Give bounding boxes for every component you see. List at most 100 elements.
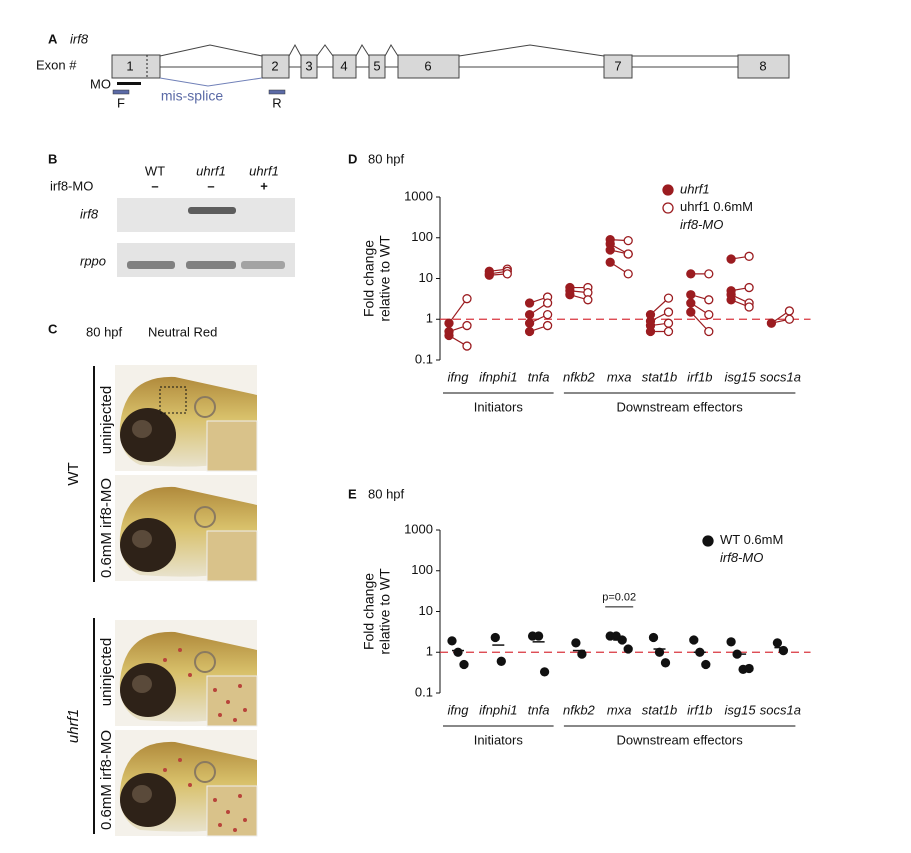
treatment: – bbox=[207, 178, 214, 193]
chart: E 80 hpf Fold change relative to WT 0.1 1 10 10… bbox=[348, 486, 811, 747]
lane-label: uhrf1 bbox=[249, 163, 279, 178]
exon-label: Exon # bbox=[36, 57, 77, 72]
data-point bbox=[542, 320, 553, 331]
data-point bbox=[623, 249, 633, 259]
x-tick-label: socs1a bbox=[760, 702, 801, 717]
otic-vesicle bbox=[194, 761, 216, 783]
y-tick-label: 1 bbox=[426, 644, 433, 659]
stained-cell bbox=[233, 828, 237, 832]
exon bbox=[332, 54, 357, 79]
legend-marker bbox=[662, 202, 674, 214]
x-tick-label: stat1b bbox=[642, 369, 677, 384]
x-tick-label: ifng bbox=[448, 369, 470, 384]
data-point bbox=[701, 659, 711, 670]
condition-label: uninjected bbox=[98, 386, 115, 454]
eye-highlight bbox=[132, 420, 152, 438]
y-axis-label: Fold change bbox=[361, 573, 377, 650]
data-point bbox=[744, 663, 754, 674]
splice-arc bbox=[316, 44, 334, 57]
legend-label: uhrf1 0.6mM irf8-MO bbox=[680, 199, 753, 232]
inset-box bbox=[159, 386, 187, 414]
pair-line bbox=[448, 298, 468, 324]
annotation: p=0.02 bbox=[602, 591, 636, 603]
mo-label: MO bbox=[90, 76, 111, 91]
group-label: Initiators bbox=[474, 732, 524, 747]
data-point bbox=[539, 667, 550, 677]
data-point bbox=[462, 341, 472, 351]
exon-number: 1 bbox=[126, 58, 133, 73]
inset bbox=[206, 530, 258, 582]
chart: D 80 hpf Fold change relative to WT 0.1 1 10 10… bbox=[348, 151, 811, 414]
data-point bbox=[648, 632, 659, 643]
stained-cell bbox=[213, 798, 217, 802]
exon-number: 8 bbox=[759, 58, 766, 73]
stained-cell bbox=[178, 758, 182, 762]
exon bbox=[111, 54, 161, 79]
data-point bbox=[524, 309, 535, 320]
treatment: + bbox=[260, 178, 268, 193]
splice-arc bbox=[384, 44, 399, 57]
data-point bbox=[660, 658, 671, 668]
inset bbox=[206, 420, 258, 472]
data-point bbox=[784, 306, 795, 316]
data-point bbox=[542, 298, 553, 308]
data-point bbox=[686, 290, 696, 300]
gel bbox=[117, 198, 295, 232]
stained-cell bbox=[213, 688, 217, 692]
stained-cell bbox=[226, 700, 230, 704]
data-point bbox=[623, 269, 633, 279]
panel-letter: A bbox=[48, 31, 58, 46]
data-point bbox=[444, 330, 454, 341]
stained-cell bbox=[178, 648, 182, 652]
exon bbox=[737, 54, 790, 79]
primer bbox=[112, 89, 130, 95]
gel-band bbox=[241, 261, 285, 269]
stained-cell bbox=[163, 768, 167, 772]
exon-number: 7 bbox=[614, 58, 621, 73]
exon bbox=[603, 54, 633, 79]
eye-highlight bbox=[132, 785, 152, 803]
panel-b: B WT uhrf1 uhrf1 irf8-MO – – + irf8 rppo bbox=[48, 151, 295, 277]
x-tick-label: isg15 bbox=[725, 702, 757, 717]
gel-label: rppo bbox=[80, 253, 106, 268]
data-point bbox=[772, 638, 783, 648]
stained-cell bbox=[188, 783, 192, 787]
data-point bbox=[663, 326, 674, 337]
data-point bbox=[496, 656, 506, 666]
panel-letter: C bbox=[48, 321, 58, 336]
gel-band bbox=[186, 261, 236, 269]
stained-cell bbox=[243, 818, 247, 822]
data-point bbox=[686, 307, 696, 317]
x-tick-label: tnfa bbox=[528, 369, 550, 384]
x-tick-label: ifng bbox=[448, 702, 470, 717]
data-point bbox=[524, 326, 535, 337]
inset bbox=[206, 785, 258, 837]
data-point bbox=[744, 282, 754, 293]
data-point bbox=[462, 320, 472, 331]
stage: 80 hpf bbox=[86, 324, 123, 339]
data-point bbox=[766, 318, 777, 328]
panel-c: C 80 hpf Neutral Red WT uhrf1 uninjected… bbox=[48, 321, 258, 837]
data-point bbox=[459, 659, 469, 670]
gel bbox=[117, 243, 295, 277]
data-point bbox=[565, 290, 575, 300]
stained-cell bbox=[238, 684, 242, 688]
lane-label: WT bbox=[145, 163, 165, 178]
y-axis-label: relative to WT bbox=[377, 568, 393, 655]
exon-number: 4 bbox=[340, 58, 347, 73]
otic-vesicle bbox=[194, 651, 216, 673]
data-point bbox=[542, 309, 553, 320]
panel-letter: B bbox=[48, 151, 57, 166]
mis-splice-label: mis-splice bbox=[161, 88, 223, 104]
data-point bbox=[663, 318, 674, 328]
data-point bbox=[490, 632, 500, 643]
x-tick-label: mxa bbox=[607, 369, 632, 384]
y-tick-label: 0.1 bbox=[415, 684, 433, 699]
group-label: Downstream effectors bbox=[617, 399, 744, 414]
data-point bbox=[784, 314, 795, 324]
x-tick-label: irf1b bbox=[687, 702, 712, 717]
data-point bbox=[623, 644, 633, 654]
y-tick-label: 0.1 bbox=[415, 351, 433, 366]
condition-label: uninjected bbox=[98, 638, 115, 706]
